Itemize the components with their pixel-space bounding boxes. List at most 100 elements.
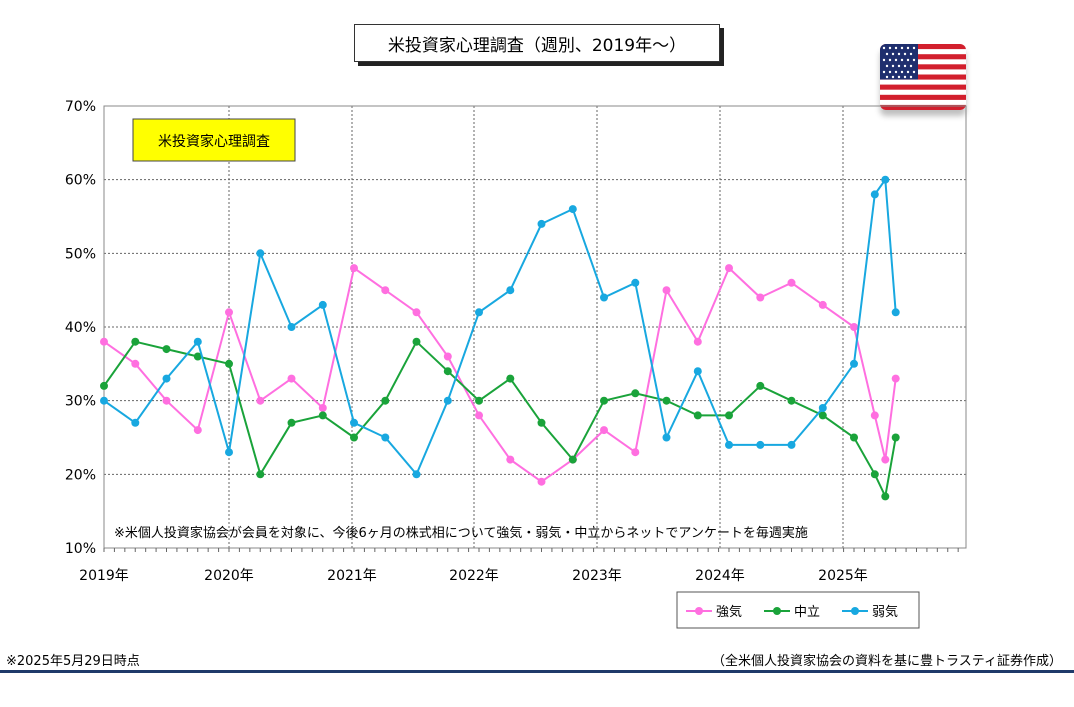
- series-point: [818, 404, 827, 412]
- series-point: [568, 205, 577, 214]
- series-point: [631, 278, 640, 287]
- y-tick-label: 20%: [65, 467, 96, 483]
- series-line-2: [103, 176, 897, 477]
- series-line-1: [103, 340, 897, 500]
- series-point: [381, 396, 390, 405]
- legend-label: 弱気: [872, 604, 898, 620]
- series-point: [693, 367, 702, 376]
- y-tick-label: 10%: [65, 541, 96, 557]
- as-of-date: ※2025年5月29日時点: [6, 654, 140, 669]
- y-tick-label: 70%: [65, 99, 96, 115]
- series-point: [256, 396, 265, 405]
- survey-note: ※米個人投資家協会が会員を対象に、今後6ヶ月の株式相について強気・弱気・中立から…: [114, 525, 808, 541]
- series-point: [891, 433, 900, 442]
- series-point: [225, 308, 233, 317]
- us-flag-icon: [880, 44, 966, 110]
- plot-area-border: [103, 105, 967, 549]
- series-point: [412, 337, 421, 346]
- series-point: [131, 337, 140, 346]
- series-point: [412, 308, 421, 317]
- x-axis-tick-labels: 2019年 2020年 2021年 2022年 2023年 2024年 2025年: [79, 548, 959, 584]
- x-tick-label: 2023年: [572, 568, 622, 584]
- series-point: [881, 492, 890, 501]
- series-point: [193, 352, 202, 361]
- series-point: [412, 470, 421, 479]
- series-point: [506, 286, 515, 295]
- series-point: [443, 352, 452, 361]
- legend-swatch-marker: [773, 607, 781, 615]
- series-point: [891, 374, 900, 383]
- series-point: [787, 396, 796, 405]
- series-point: [600, 426, 608, 435]
- series-point: [381, 286, 390, 295]
- y-tick-label: 40%: [65, 320, 96, 336]
- series-point: [756, 293, 765, 302]
- x-tick-label: 2021年: [327, 568, 377, 584]
- series-point: [131, 359, 140, 368]
- legend: 強気 中立 弱気: [686, 604, 898, 620]
- series-point: [225, 359, 233, 368]
- source-note: （全米個人投資家協会の資料を基に豊トラスティ証券作成）: [712, 654, 1062, 669]
- y-tick-label: 60%: [65, 173, 96, 189]
- series-point: [568, 455, 577, 464]
- series-point: [287, 374, 296, 383]
- series-point: [787, 278, 796, 287]
- series-point: [193, 337, 202, 346]
- series-point: [256, 470, 265, 479]
- legend-swatch-marker: [851, 607, 859, 615]
- series-point: [818, 300, 827, 309]
- series-point: [881, 455, 890, 464]
- series-point: [162, 345, 171, 354]
- series-point: [318, 404, 327, 412]
- x-tick-label: 2022年: [449, 568, 499, 584]
- series-point: [787, 440, 796, 449]
- series-point: [870, 470, 879, 479]
- label-box-text: 米投資家心理調査: [158, 133, 270, 150]
- series-point: [818, 411, 827, 420]
- legend-swatch-marker: [695, 607, 703, 615]
- y-tick-label: 50%: [65, 246, 96, 262]
- series-point: [100, 337, 108, 346]
- series-point: [381, 433, 390, 442]
- label-box: [132, 118, 296, 162]
- series-point: [475, 308, 483, 317]
- series-lines: [100, 175, 900, 501]
- series-point: [475, 396, 483, 405]
- series-point: [443, 396, 452, 405]
- series-point: [100, 381, 108, 390]
- series-point: [537, 477, 546, 486]
- series-point: [318, 300, 327, 309]
- series-point: [725, 264, 733, 273]
- series-point: [662, 286, 671, 295]
- series-point: [100, 396, 108, 405]
- series-point: [537, 418, 546, 427]
- y-tick-label: 30%: [65, 394, 96, 410]
- series-point: [756, 381, 765, 390]
- series-point: [350, 264, 358, 273]
- series-point: [881, 175, 890, 184]
- series-point: [162, 374, 171, 383]
- series-point: [850, 323, 858, 331]
- series-point: [891, 308, 900, 317]
- series-point: [443, 367, 452, 376]
- series-point: [162, 396, 171, 405]
- series-point: [287, 323, 296, 331]
- series-point: [256, 249, 265, 258]
- series-point: [850, 359, 858, 368]
- series-point: [662, 433, 671, 442]
- series-point: [600, 293, 608, 302]
- series-point: [725, 411, 733, 420]
- x-tick-label: 2024年: [695, 568, 745, 584]
- series-point: [693, 411, 702, 420]
- x-tick-label: 2025年: [818, 568, 868, 584]
- legend-label: 強気: [716, 604, 742, 620]
- legend-label: 中立: [794, 605, 820, 620]
- series-point: [193, 426, 202, 435]
- series-point: [318, 411, 327, 420]
- series-point: [350, 433, 358, 442]
- series-point: [287, 418, 296, 427]
- series-point: [662, 396, 671, 405]
- series-point: [870, 411, 879, 420]
- series-line-0: [103, 266, 897, 483]
- chart-title: 米投資家心理調査（週別、2019年〜）: [354, 24, 720, 62]
